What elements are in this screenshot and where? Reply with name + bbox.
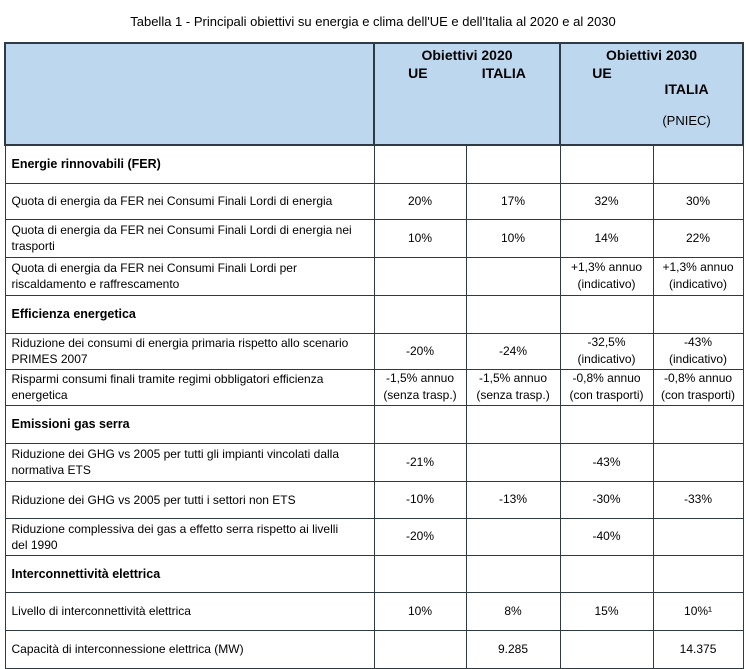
table-row: Risparmi consumi finali tramite regimi o… bbox=[4, 368, 744, 406]
value-cell bbox=[559, 294, 654, 334]
value-cell: 10%¹ bbox=[652, 591, 744, 631]
value-cell bbox=[559, 144, 654, 184]
value-cell: 22% bbox=[652, 218, 744, 258]
header-pniec-note: (PNIEC) bbox=[662, 113, 711, 128]
row-label: Riduzione complessiva dei gas a effetto … bbox=[4, 517, 375, 556]
value-cell: 10% bbox=[373, 591, 467, 631]
header-group-2020: Obiettivi 2020 bbox=[421, 47, 513, 63]
section-row: Emissioni gas serra bbox=[4, 404, 744, 444]
value-cell: -43% (indicativo) bbox=[652, 332, 744, 370]
value-cell: -21% bbox=[373, 442, 467, 482]
value-cell: -0,8% annuo (con trasporti) bbox=[652, 368, 744, 406]
row-label: Risparmi consumi finali tramite regimi o… bbox=[4, 368, 375, 406]
value-cell bbox=[465, 404, 561, 444]
section-heading: Energie rinnovabili (FER) bbox=[4, 144, 375, 184]
section-heading: Efficienza energetica bbox=[4, 294, 375, 334]
table-row: Quota di energia da FER nei Consumi Fina… bbox=[4, 256, 744, 296]
value-cell bbox=[559, 629, 654, 669]
row-label: Quota di energia da FER nei Consumi Fina… bbox=[4, 256, 375, 296]
value-cell: -33% bbox=[652, 480, 744, 519]
value-cell bbox=[559, 404, 654, 444]
value-cell: -43% bbox=[559, 442, 654, 482]
value-cell bbox=[373, 629, 467, 669]
section-row: Energie rinnovabili (FER) bbox=[4, 144, 744, 184]
row-label: Quota di energia da FER nei Consumi Fina… bbox=[4, 218, 375, 258]
header-ue-2020: UE bbox=[408, 65, 428, 81]
value-cell bbox=[652, 554, 744, 593]
header-group-2030: Obiettivi 2030 bbox=[606, 47, 698, 63]
table-caption: Tabella 1 - Principali obiettivi su ener… bbox=[130, 14, 616, 29]
value-cell: 15% bbox=[559, 591, 654, 631]
table-row: Riduzione dei consumi di energia primari… bbox=[4, 332, 744, 370]
value-cell bbox=[373, 256, 467, 296]
value-cell: 30% bbox=[652, 182, 744, 220]
table-row: Quota di energia da FER nei Consumi Fina… bbox=[4, 218, 744, 258]
value-cell: -30% bbox=[559, 480, 654, 519]
table-row: Riduzione dei GHG vs 2005 per tutti i se… bbox=[4, 480, 744, 519]
row-label: Riduzione dei GHG vs 2005 per tutti gli … bbox=[4, 442, 375, 482]
value-cell: 10% bbox=[465, 218, 561, 258]
value-cell: -0,8% annuo (con trasporti) bbox=[559, 368, 654, 406]
value-cell bbox=[465, 144, 561, 184]
row-label: Riduzione dei GHG vs 2005 per tutti i se… bbox=[4, 480, 375, 519]
value-cell: 20% bbox=[373, 182, 467, 220]
value-cell: -20% bbox=[373, 517, 467, 556]
header-2020: Obiettivi 2020 UE ITALIA bbox=[372, 42, 562, 146]
row-label: Livello di interconnettività elettrica bbox=[4, 591, 375, 631]
value-cell bbox=[465, 554, 561, 593]
value-cell: 8% bbox=[465, 591, 561, 631]
value-cell bbox=[652, 442, 744, 482]
objectives-table: Obiettivi 2020 UE ITALIA Obiettivi 2030 … bbox=[4, 42, 745, 669]
value-cell bbox=[652, 294, 744, 334]
header-blank-cell bbox=[4, 42, 375, 146]
section-heading: Emissioni gas serra bbox=[4, 404, 375, 444]
value-cell: -13% bbox=[465, 480, 561, 519]
section-row: Efficienza energetica bbox=[4, 294, 744, 334]
table-row: Livello di interconnettività elettrica 10… bbox=[4, 591, 744, 631]
value-cell bbox=[373, 554, 467, 593]
value-cell: 9.285 bbox=[465, 629, 561, 669]
value-cell: 32% bbox=[559, 182, 654, 220]
header-italia-2030: ITALIA bbox=[664, 81, 709, 97]
value-cell bbox=[465, 517, 561, 556]
value-cell bbox=[652, 517, 744, 556]
table-row: Riduzione dei GHG vs 2005 per tutti gli … bbox=[4, 442, 744, 482]
value-cell bbox=[373, 144, 467, 184]
value-cell: 14.375 bbox=[652, 629, 744, 669]
value-cell bbox=[465, 442, 561, 482]
table-row: Quota di energia da FER nei Consumi Fina… bbox=[4, 182, 744, 220]
value-cell: 17% bbox=[465, 182, 561, 220]
table-body: Energie rinnovabili (FER) Quota di energi… bbox=[4, 144, 744, 669]
value-cell: +1,3% annuo (indicativo) bbox=[652, 256, 744, 296]
value-cell: -10% bbox=[373, 480, 467, 519]
value-cell bbox=[652, 404, 744, 444]
table-row: Riduzione complessiva dei gas a effetto … bbox=[4, 517, 744, 556]
value-cell bbox=[465, 256, 561, 296]
row-label: Riduzione dei consumi di energia primari… bbox=[4, 332, 375, 370]
value-cell: 10% bbox=[373, 218, 467, 258]
row-label: Quota di energia da FER nei Consumi Fina… bbox=[4, 182, 375, 220]
value-cell: -24% bbox=[465, 332, 561, 370]
table-row: Capacità di interconnessione elettrica (… bbox=[4, 629, 744, 669]
value-cell: -32,5% (indicativo) bbox=[559, 332, 654, 370]
header-2030: Obiettivi 2030 UE ITALIA (PNIEC) bbox=[559, 42, 745, 146]
value-cell: -1,5% annuo (senza trasp.) bbox=[373, 368, 467, 406]
section-row: Interconnettività elettrica bbox=[4, 554, 744, 593]
section-heading: Interconnettività elettrica bbox=[4, 554, 375, 593]
value-cell bbox=[373, 294, 467, 334]
value-cell bbox=[652, 144, 744, 184]
value-cell: 14% bbox=[559, 218, 654, 258]
value-cell: -20% bbox=[373, 332, 467, 370]
header-italia-2020: ITALIA bbox=[481, 65, 526, 81]
value-cell bbox=[465, 294, 561, 334]
value-cell: +1,3% annuo (indicativo) bbox=[559, 256, 654, 296]
table-header-row: Obiettivi 2020 UE ITALIA Obiettivi 2030 … bbox=[4, 42, 745, 146]
value-cell: -1,5% annuo (senza trasp.) bbox=[465, 368, 561, 406]
value-cell bbox=[559, 554, 654, 593]
header-ue-2030: UE bbox=[592, 65, 612, 81]
row-label: Capacità di interconnessione elettrica (… bbox=[4, 629, 375, 669]
value-cell bbox=[373, 404, 467, 444]
value-cell: -40% bbox=[559, 517, 654, 556]
